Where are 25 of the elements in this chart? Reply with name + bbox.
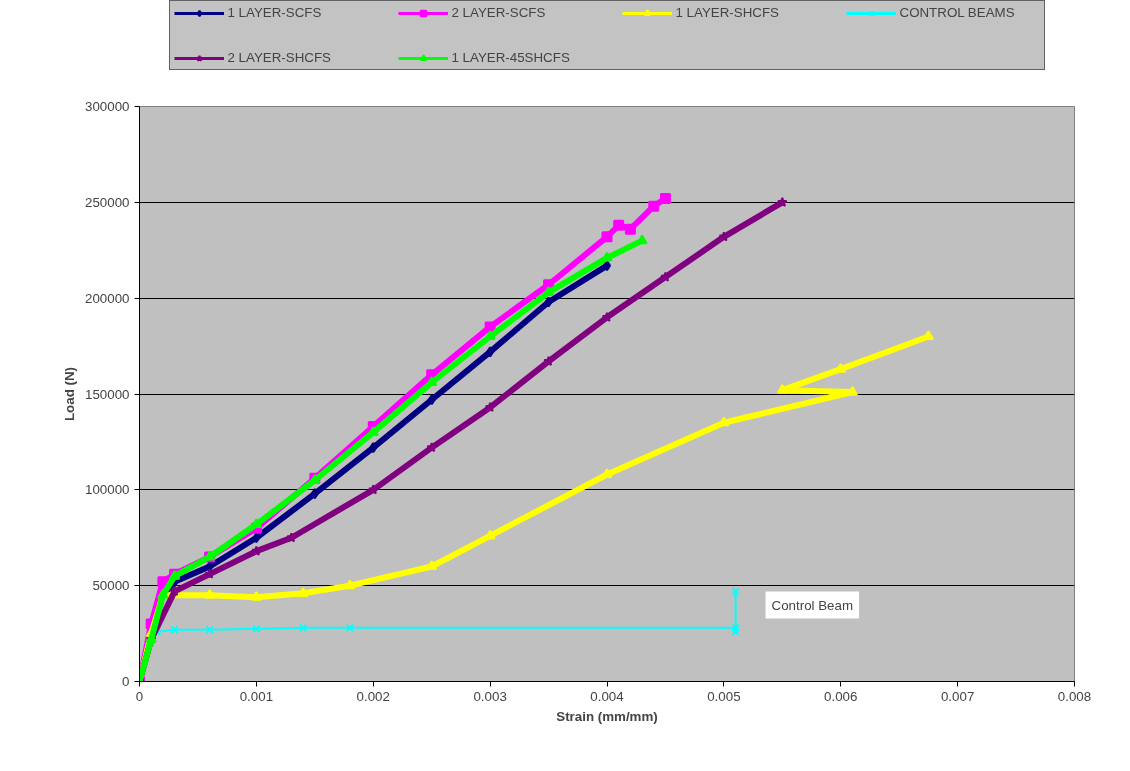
legend-label: 1 LAYER-45SHCFS — [451, 50, 571, 65]
x-tick-label: 0 — [135, 688, 144, 704]
x-axis-title: Strain (mm/mm) — [556, 708, 658, 724]
y-tick-label: 50000 — [92, 578, 130, 594]
x-tick-label: 0.006 — [824, 688, 858, 704]
y-axis-title: Load (N) — [62, 366, 78, 422]
legend-label: 1 LAYER-SCFS — [227, 5, 323, 20]
annotation: Control Beam — [771, 597, 854, 613]
x-tick-label: 0.005 — [707, 688, 741, 704]
x-tick-label: 0.007 — [940, 688, 975, 704]
x-tick-label: 0.008 — [1057, 688, 1092, 704]
legend-label: 2 LAYER-SCFS — [451, 5, 547, 20]
x-tick-label: 0.001 — [239, 688, 274, 704]
y-tick-label: 250000 — [85, 194, 130, 210]
y-tick-label: 300000 — [85, 99, 130, 114]
legend-label: 2 LAYER-SHCFS — [227, 50, 332, 65]
x-tick-label: 0.004 — [590, 688, 625, 704]
legend-label: 1 LAYER-SHCFS — [675, 5, 780, 20]
y-tick-label: 150000 — [85, 386, 130, 402]
y-tick-label: 200000 — [85, 290, 130, 306]
y-tick-label: 0 — [122, 674, 130, 689]
x-tick-label: 0.002 — [356, 688, 390, 704]
legend-label: CONTROL BEAMS — [899, 5, 1016, 20]
y-tick-label: 100000 — [85, 482, 130, 498]
x-tick-label: 0.003 — [473, 688, 507, 704]
